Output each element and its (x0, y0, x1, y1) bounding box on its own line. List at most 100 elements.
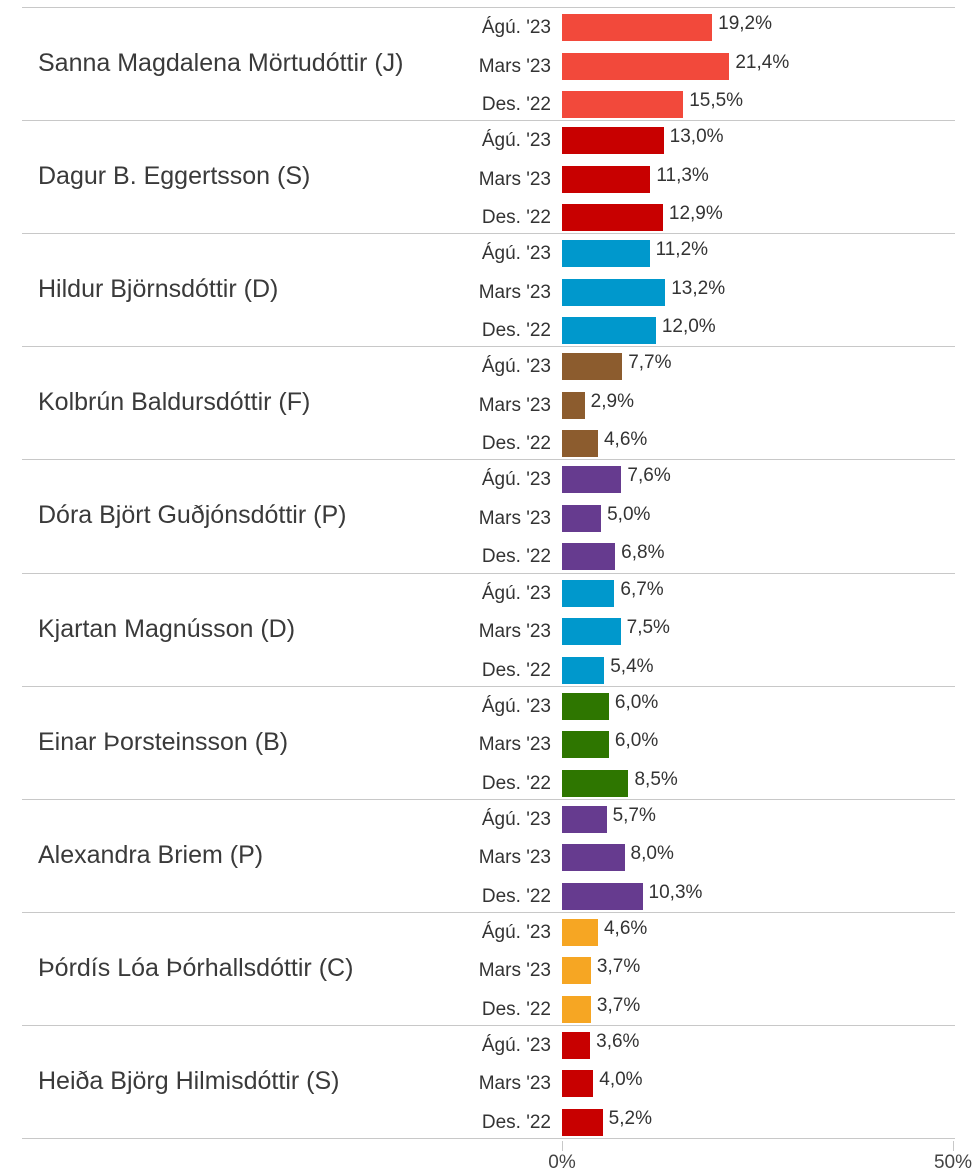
value-label: 7,6% (627, 465, 671, 487)
series-label: Mars '23 (478, 394, 551, 416)
bar (562, 957, 591, 985)
tick-mark (953, 1141, 954, 1151)
separator (22, 7, 955, 8)
bar (562, 204, 663, 232)
value-label: 12,0% (661, 316, 716, 338)
bar (562, 1031, 591, 1059)
group-label: Einar Þorsteinsson (B) (38, 727, 289, 756)
series-label: Mars '23 (478, 507, 551, 529)
value-label: 7,7% (628, 352, 672, 374)
series-label: Ágú. '23 (481, 695, 551, 717)
series-label: Mars '23 (478, 168, 551, 190)
value-label: 15,5% (689, 90, 744, 111)
bar (562, 466, 622, 494)
tick-mark (562, 1141, 563, 1151)
series-label: Mars '23 (478, 55, 551, 77)
bar (562, 805, 607, 833)
value-label: 8,5% (634, 768, 678, 790)
separator (22, 233, 955, 235)
bar (562, 656, 605, 684)
separator (22, 346, 955, 348)
bar (562, 430, 598, 458)
value-label: 13,2% (671, 277, 726, 299)
series-label: Ágú. '23 (481, 582, 551, 604)
separator (22, 1024, 955, 1026)
value-label: 12,9% (668, 203, 723, 225)
series-label: Des. '22 (481, 885, 551, 907)
value-label: 4,0% (599, 1069, 643, 1091)
separator (22, 1138, 955, 1139)
bar (562, 91, 684, 118)
value-label: 6,7% (620, 578, 664, 600)
series-label: Des. '22 (481, 207, 551, 229)
group-label: Kolbrún Baldursdóttir (F) (38, 388, 311, 417)
series-label: Mars '23 (478, 281, 551, 303)
value-label: 5,4% (610, 655, 654, 677)
value-label: 21,4% (735, 51, 790, 73)
separator (22, 911, 955, 913)
series-label: Mars '23 (478, 734, 551, 756)
value-label: 3,7% (596, 956, 641, 978)
series-label: Des. '22 (481, 433, 551, 455)
value-label: 2,9% (590, 390, 634, 412)
group-label: Dagur B. Eggertsson (S) (38, 162, 311, 191)
separator (22, 798, 955, 800)
bar (562, 127, 664, 155)
separator (22, 459, 955, 461)
series-label: Ágú. '23 (481, 243, 551, 265)
bar (562, 391, 585, 419)
value-label: 8,0% (630, 843, 674, 865)
series-label: Ágú. '23 (481, 1034, 551, 1056)
value-label: 7,5% (626, 617, 670, 638)
value-label: 5,0% (607, 503, 651, 525)
series-label: Mars '23 (478, 1073, 551, 1095)
value-label: 6,0% (614, 691, 659, 713)
series-label: Mars '23 (478, 847, 551, 869)
bar (562, 995, 591, 1023)
group-label: Sanna Magdalena Mörtudóttir (J) (38, 49, 404, 78)
value-label: 13,0% (669, 126, 724, 148)
bar (562, 692, 609, 720)
separator (22, 685, 955, 687)
bar (562, 882, 643, 910)
series-label: Des. '22 (481, 320, 551, 342)
series-label: Ágú. '23 (481, 130, 551, 152)
bar (562, 504, 602, 532)
bar (562, 240, 650, 268)
series-label: Ágú. '23 (481, 17, 551, 38)
bar (562, 278, 666, 306)
series-label: Des. '22 (481, 659, 551, 681)
group-label: Dóra Björt Guðjónsdóttir (P) (38, 501, 347, 530)
bar (562, 52, 730, 80)
series-label: Des. '22 (481, 1111, 551, 1133)
series-label: Des. '22 (481, 772, 551, 794)
value-label: 11,2% (655, 239, 709, 261)
bar (562, 769, 629, 797)
bar (562, 844, 625, 872)
bar (562, 165, 651, 193)
group-label: Heiða Björg Hilmisdóttir (S) (38, 1066, 340, 1095)
group-label: Kjartan Magnússon (D) (38, 614, 296, 643)
value-label: 11,3% (656, 164, 709, 186)
x-tick-label: 50% (933, 1152, 972, 1173)
bar (562, 543, 616, 571)
value-label: 6,0% (614, 730, 659, 752)
bar (562, 731, 609, 759)
value-label: 5,7% (612, 804, 656, 826)
series-label: Des. '22 (481, 998, 551, 1020)
value-label: 4,6% (603, 917, 648, 939)
x-tick-label: 0% (548, 1152, 576, 1173)
bar (562, 317, 656, 345)
bar (562, 353, 623, 381)
bar (562, 1108, 603, 1136)
series-label: Des. '22 (481, 546, 551, 568)
series-label: Ágú. '23 (481, 921, 551, 943)
separator (22, 572, 955, 574)
group-label: Þórdís Lóa Þórhallsdóttir (C) (38, 953, 354, 982)
value-label: 19,2% (718, 13, 773, 34)
group-label: Alexandra Briem (P) (38, 840, 264, 869)
series-label: Ágú. '23 (481, 808, 551, 830)
series-label: Mars '23 (478, 960, 551, 982)
value-label: 5,2% (608, 1107, 652, 1129)
value-label: 6,8% (621, 542, 665, 564)
